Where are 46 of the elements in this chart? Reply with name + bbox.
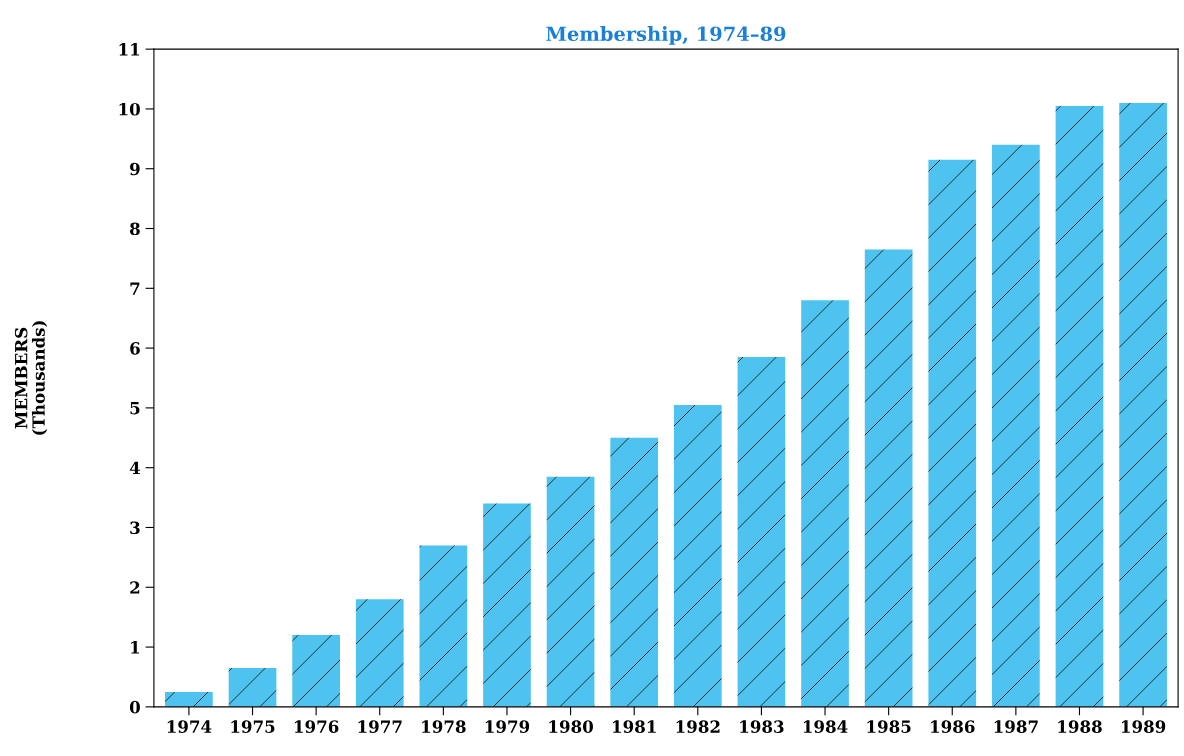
x-tick-label: 1977 (358, 720, 402, 733)
x-tick-label: 1985 (867, 720, 911, 733)
y-tick-label: 0 (129, 700, 140, 714)
x-tick-label: 1976 (294, 720, 339, 733)
x-tick-label: 1986 (931, 720, 975, 733)
bar (165, 691, 213, 707)
bar (737, 357, 786, 707)
bar (610, 437, 659, 707)
y-tick-label: 6 (130, 342, 140, 355)
y-tick-label: 11 (119, 43, 140, 56)
bar (1055, 105, 1104, 707)
x-tick-label: 1980 (549, 720, 593, 733)
bar (864, 249, 913, 707)
x-tick-label: 1983 (740, 720, 784, 733)
y-tick-label: 7 (130, 282, 140, 295)
x-tick-label: 1974 (167, 720, 212, 733)
bar (546, 476, 595, 707)
bar (801, 300, 849, 707)
x-tick-label: 1988 (1058, 720, 1102, 733)
y-tick-label: 3 (130, 521, 140, 535)
x-tick-label: 1978 (422, 720, 466, 733)
x-tick-label: 1982 (676, 720, 720, 733)
y-tick-label: 1 (131, 641, 140, 654)
bar (928, 159, 977, 707)
y-tick-label: 5 (130, 402, 140, 415)
bar (992, 144, 1040, 707)
bar (228, 667, 277, 707)
y-tick-label: 2 (130, 581, 140, 594)
bar (419, 545, 468, 707)
bar (292, 635, 340, 707)
bar (355, 599, 404, 707)
chart-title: Membership, 1974–89 (546, 26, 786, 45)
bar (483, 503, 531, 707)
x-tick-label: 1989 (1121, 720, 1166, 733)
y-tick-label: 8 (129, 222, 140, 236)
bar (1119, 102, 1167, 707)
x-tick-label: 1981 (613, 720, 656, 733)
y-axis-title: MEMBERS (Thousands) (14, 321, 48, 435)
bar (673, 404, 722, 707)
x-tick-label: 1979 (485, 720, 530, 733)
y-tick-label: 4 (129, 461, 141, 475)
x-tick-label: 1987 (994, 720, 1038, 733)
x-tick-label: 1984 (803, 720, 848, 733)
y-tick-label: 9 (130, 162, 140, 176)
x-tick-label: 1975 (231, 720, 275, 733)
y-tick-label: 10 (119, 102, 140, 116)
